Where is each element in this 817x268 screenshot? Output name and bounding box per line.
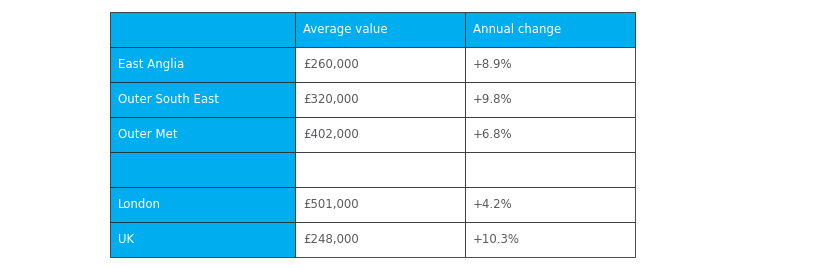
Text: East Anglia: East Anglia [118,58,185,71]
Text: £260,000: £260,000 [303,58,359,71]
Bar [465,187,635,222]
Bar [465,152,635,187]
Bar [110,47,295,82]
Bar [465,12,635,47]
Bar [295,47,465,82]
Bar [295,187,465,222]
Bar [295,117,465,152]
Bar [110,222,295,257]
Bar [465,117,635,152]
Text: Outer Met: Outer Met [118,128,177,141]
Bar [295,82,465,117]
Bar [465,82,635,117]
Text: £320,000: £320,000 [303,93,359,106]
Bar [295,152,465,187]
Text: +10.3%: +10.3% [473,233,520,246]
Bar [110,12,295,47]
Text: £248,000: £248,000 [303,233,359,246]
Text: £501,000: £501,000 [303,198,359,211]
Bar [110,82,295,117]
Bar [465,47,635,82]
Text: Outer South East: Outer South East [118,93,219,106]
Bar [110,152,295,187]
Text: UK: UK [118,233,134,246]
Text: Average value: Average value [303,23,387,36]
Text: +9.8%: +9.8% [473,93,512,106]
Text: +6.8%: +6.8% [473,128,512,141]
Text: Annual change: Annual change [473,23,561,36]
Text: +4.2%: +4.2% [473,198,513,211]
Bar [465,222,635,257]
Text: +8.9%: +8.9% [473,58,512,71]
Bar [110,187,295,222]
Bar [295,222,465,257]
Bar [110,117,295,152]
Text: £402,000: £402,000 [303,128,359,141]
Text: London: London [118,198,161,211]
Bar [295,12,465,47]
